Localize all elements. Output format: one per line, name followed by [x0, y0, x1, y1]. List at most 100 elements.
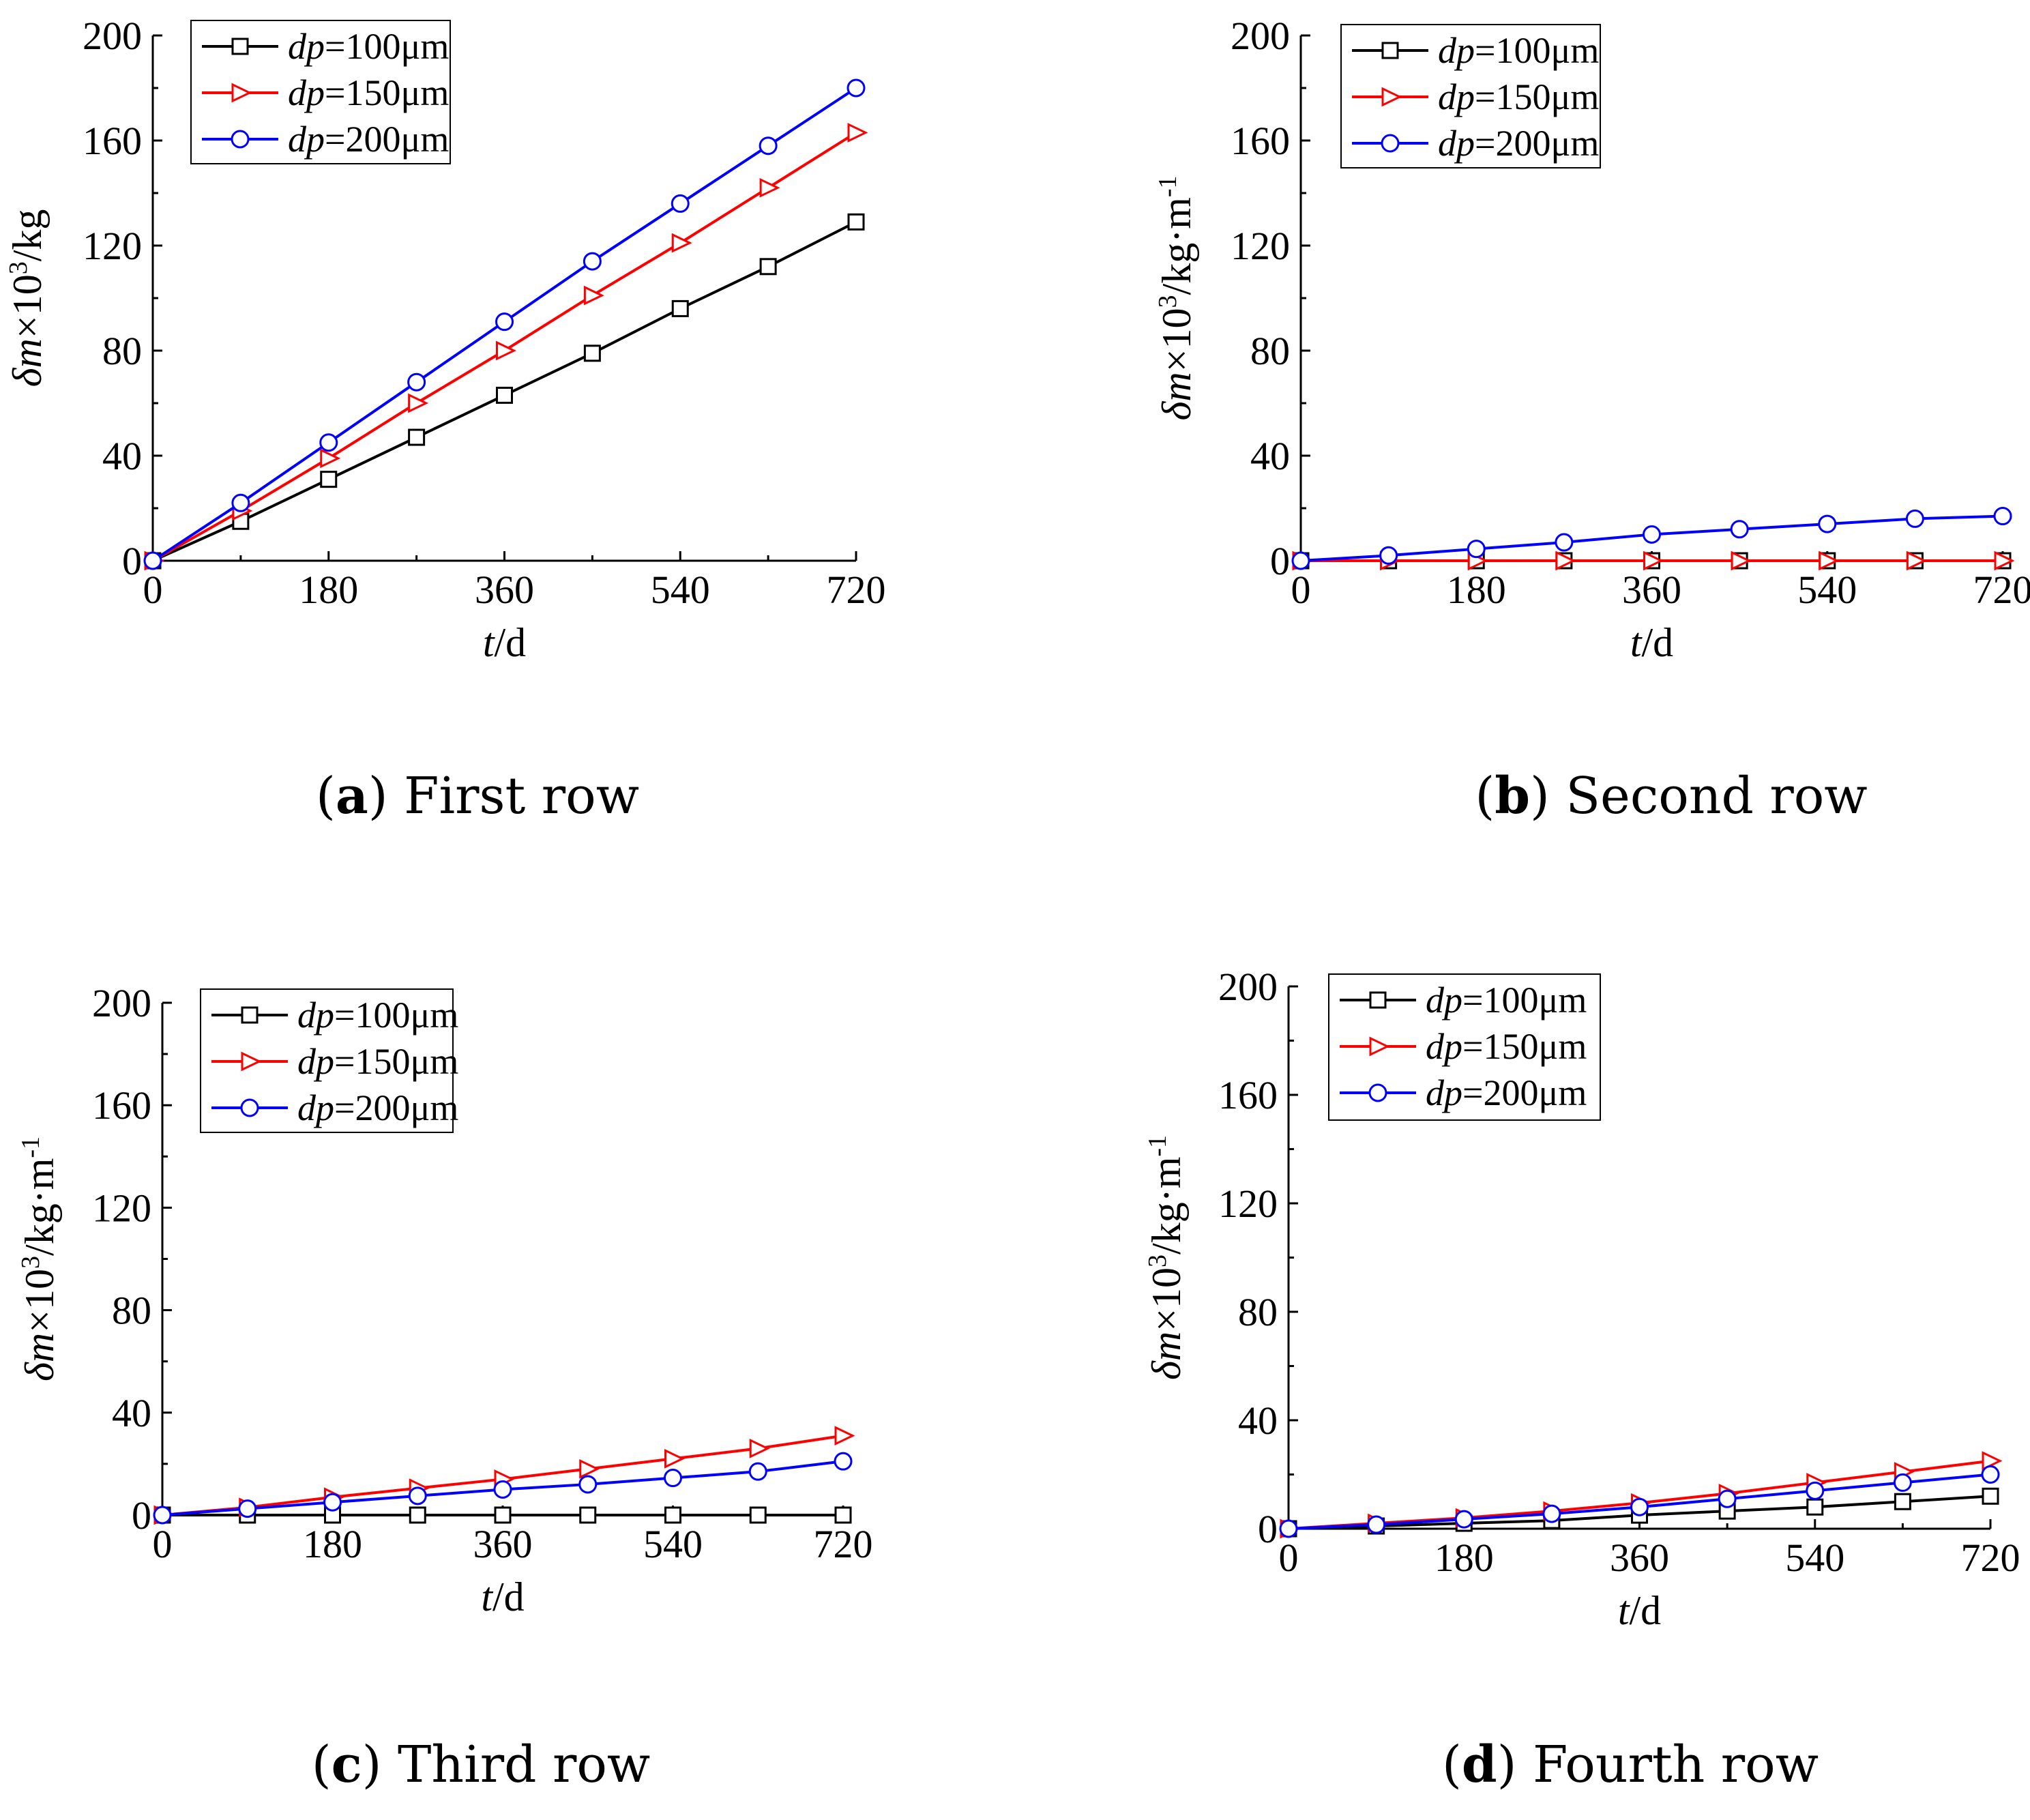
data-point	[1630, 1497, 1649, 1516]
chart-panel-c: 0 180 360 540 720 0 40 80 120 160 200 t/d δm×103/kg·…	[16, 981, 873, 1794]
data-point	[1731, 551, 1752, 571]
data-point	[320, 471, 338, 488]
y-tick-label: 0	[122, 539, 142, 583]
series-3	[153, 1452, 853, 1525]
legend: dp=100μm dp=150μm dp=200μm	[200, 988, 458, 1133]
legend-item: dp=100μm	[211, 995, 458, 1036]
data-point	[1555, 533, 1574, 552]
y-tick-label: 0	[1258, 1507, 1278, 1551]
y-axis-title: δm×103/kg	[4, 209, 50, 387]
data-point	[408, 393, 429, 413]
legend-item: dp=200μm	[1340, 1072, 1587, 1113]
data-point	[1367, 1515, 1386, 1534]
series-2	[144, 123, 868, 571]
y-tick-label: 120	[92, 1186, 151, 1230]
data-point	[847, 213, 865, 231]
y-axis-title: δm×103/kg·m-1	[16, 1136, 62, 1381]
x-tick-label: 360	[1622, 568, 1681, 612]
y-tick-label: 0	[1270, 539, 1290, 583]
chart-panel-a: 0 180 360 540 720 0 40 80 120 160 200 t/d δm×103/kg d…	[4, 14, 886, 825]
data-point	[759, 177, 780, 198]
data-point	[238, 1499, 257, 1518]
legend-label: dp=100μm	[297, 995, 458, 1036]
data-point	[1467, 540, 1486, 559]
legend-item: dp=200μm	[211, 1087, 458, 1128]
legend-marker	[241, 1006, 259, 1024]
legend: dp=100μm dp=150μm dp=200μm	[1340, 24, 1601, 168]
data-point	[1893, 1473, 1912, 1492]
data-point	[408, 428, 426, 446]
x-axis-title: t/d	[1630, 620, 1673, 665]
data-point	[1643, 525, 1661, 544]
legend-marker	[1381, 42, 1399, 59]
data-point	[143, 551, 162, 570]
legend-label: dp=150μm	[297, 1041, 458, 1082]
data-point	[1379, 546, 1398, 565]
x-tick-label: 0	[143, 568, 163, 612]
data-point	[749, 1438, 770, 1458]
x-tick-label: 540	[651, 568, 710, 612]
data-point	[579, 1459, 600, 1479]
legend-label: dp=100μm	[1438, 30, 1599, 71]
y-tick-label: 0	[132, 1493, 151, 1538]
panel-caption: (a) First row	[316, 767, 639, 825]
legend-label: dp=200μm	[297, 1087, 458, 1128]
legend-marker	[231, 83, 252, 103]
data-point	[759, 136, 778, 156]
data-point	[748, 1462, 767, 1481]
y-tick-label: 80	[102, 329, 142, 373]
data-point	[409, 1506, 426, 1524]
data-point	[583, 252, 602, 271]
data-point	[1542, 1504, 1561, 1523]
data-point	[1905, 509, 1924, 528]
legend-marker	[1369, 991, 1387, 1009]
legend-item: dp=200μm	[1352, 123, 1599, 164]
legend-label: dp=200μm	[1426, 1072, 1587, 1113]
x-tick-label: 360	[473, 1522, 533, 1566]
data-point	[1643, 551, 1664, 571]
y-axis-title: δm×103/kg·m-1	[1143, 1135, 1189, 1380]
x-tick-label: 180	[303, 1522, 362, 1566]
legend-item: dp=150μm	[1340, 1026, 1587, 1067]
series-3	[1291, 507, 2012, 570]
data-point	[583, 285, 604, 306]
data-point	[671, 299, 689, 317]
data-point	[834, 1506, 852, 1524]
panel-caption: (c) Third row	[312, 1735, 651, 1794]
legend-item: dp=100μm	[1340, 980, 1587, 1021]
data-point	[1279, 1519, 1298, 1538]
data-point	[579, 1506, 597, 1524]
data-point	[1291, 551, 1310, 570]
legend-marker	[240, 1098, 259, 1117]
data-point	[496, 340, 516, 361]
y-tick-label: 200	[92, 981, 151, 1025]
data-point	[1993, 507, 2012, 526]
data-point	[1806, 1498, 1824, 1516]
data-point	[664, 1449, 685, 1469]
y-tick-label: 160	[1231, 119, 1290, 163]
legend-marker	[231, 38, 249, 55]
data-point	[407, 372, 426, 392]
x-axis-title: t/d	[483, 620, 526, 665]
legend-item: dp=150μm	[211, 1041, 458, 1082]
chart-panel-b: 0 180 360 540 720 0 40 80 120 160 200 t/d δm×103/kg·…	[1153, 14, 2030, 825]
x-axis-title: t/d	[481, 1574, 524, 1619]
data-point	[495, 312, 514, 332]
x-tick-label: 540	[1797, 568, 1857, 612]
data-point	[320, 448, 341, 469]
data-point	[749, 1506, 767, 1524]
legend-label: dp=200μm	[288, 119, 449, 160]
y-tick-label: 200	[1218, 965, 1278, 1009]
data-point	[834, 1452, 853, 1471]
y-tick-label: 160	[1218, 1073, 1278, 1117]
data-point	[1894, 1493, 1911, 1510]
y-tick-label: 200	[1231, 14, 1290, 58]
data-point	[408, 1486, 427, 1506]
data-point	[1555, 551, 1576, 571]
y-axis-title: δm×103/kg·m-1	[1153, 175, 1199, 420]
data-point	[323, 1493, 342, 1512]
x-tick-label: 0	[1279, 1536, 1299, 1580]
legend-label: dp=150μm	[1426, 1026, 1587, 1067]
data-point	[231, 493, 250, 512]
x-tick-label: 180	[1435, 1536, 1494, 1580]
